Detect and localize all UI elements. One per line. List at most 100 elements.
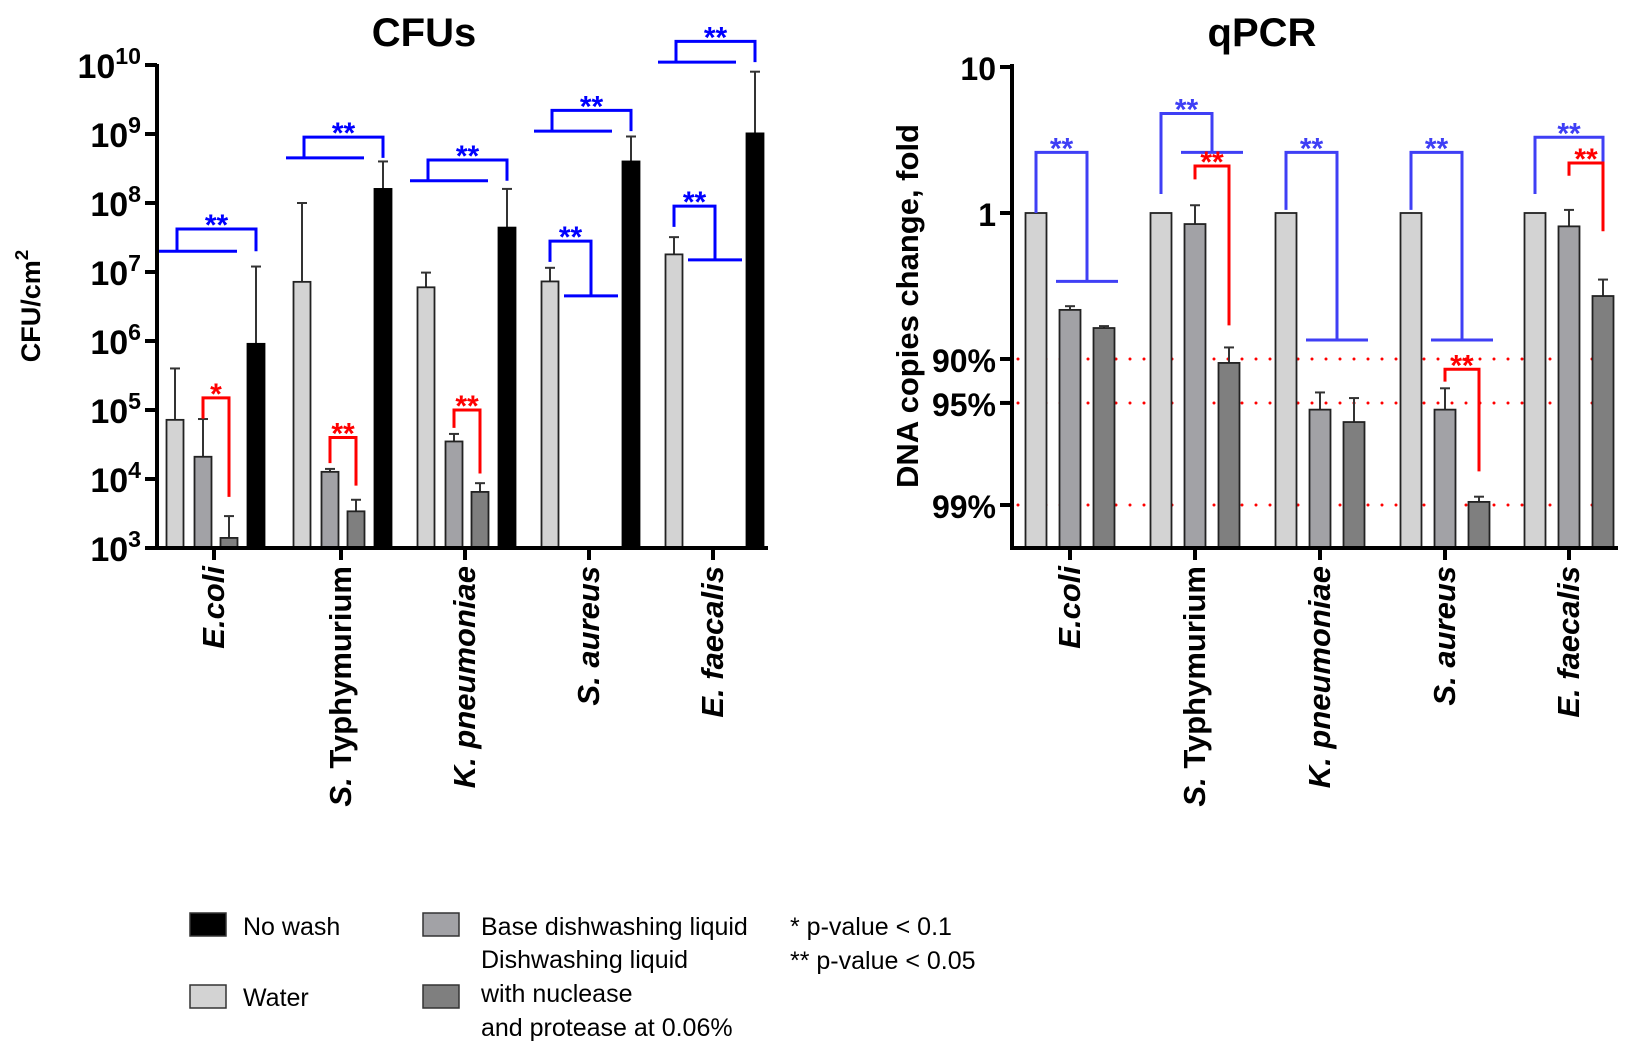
bar-water xyxy=(292,280,312,549)
legend-label-base: Base dishwashing liquid xyxy=(481,913,748,941)
legend-label-nuclease-line: with nuclease xyxy=(480,980,632,1008)
significance-label: ** xyxy=(456,140,480,173)
significance-bracket: ** xyxy=(548,221,618,298)
y-tick-base: 10 xyxy=(90,255,128,293)
y-tick-exponent: 7 xyxy=(128,250,141,276)
bar-no_wash xyxy=(745,132,765,549)
y-tick-exponent: 10 xyxy=(115,43,141,69)
significance-label: ** xyxy=(1574,143,1598,176)
significance-bracket: ** xyxy=(1193,146,1231,326)
x-tick-label: S. Typhymurium xyxy=(323,566,358,807)
significance-label: ** xyxy=(704,21,728,54)
bracket-line xyxy=(1193,164,1231,326)
bracket-line xyxy=(201,396,231,497)
significance-bracket: ** xyxy=(1567,143,1605,232)
y-tick-base: 10 xyxy=(90,462,128,500)
x-tick-label-part: E.coli xyxy=(1052,565,1087,649)
y-tick-label: 103 xyxy=(90,526,141,569)
x-tick-label-part: K. pneumoniae xyxy=(1302,566,1337,788)
x-tick-label-part: S. xyxy=(1177,769,1212,807)
legend-significance-note: ** p-value < 0.05 xyxy=(790,947,976,975)
y-tick-exponent: 5 xyxy=(128,388,141,414)
significance-bracket: ** xyxy=(328,417,358,486)
significance-label: ** xyxy=(455,390,479,423)
bar-water xyxy=(1399,212,1423,549)
x-tick-label: E.coli xyxy=(196,565,231,649)
significance-label: ** xyxy=(1450,349,1474,382)
y-tick-label: 104 xyxy=(90,457,141,500)
y-tick-label: 1010 xyxy=(77,43,141,86)
significance-label: * xyxy=(210,378,222,411)
bracket-line xyxy=(672,204,717,260)
bar-water xyxy=(1523,212,1547,549)
y-tick-label: 10 xyxy=(960,51,996,87)
x-tick-label: K. pneumoniae xyxy=(447,566,482,788)
significance-label: ** xyxy=(1175,94,1199,127)
y-tick-base: 10 xyxy=(90,186,128,224)
significance-label: ** xyxy=(1557,117,1581,150)
bar-water xyxy=(1274,212,1298,549)
x-tick-label: S. aureus xyxy=(1427,566,1462,706)
y-tick-label: 108 xyxy=(90,181,141,224)
bar-no_wash xyxy=(497,226,517,549)
y-tick-label: 99% xyxy=(932,489,996,525)
y-axis-title: CFU/cm2 xyxy=(12,250,46,363)
y-tick-label: 105 xyxy=(90,388,141,431)
y-tick-label: 106 xyxy=(90,319,141,362)
bar-water xyxy=(165,418,185,549)
y-tick-base: 10 xyxy=(90,324,128,362)
qpcr-chart: qPCR DNA copies change, fold 10 1 90% 95% 99% E… xyxy=(890,11,1618,807)
bar-no_wash xyxy=(621,160,641,549)
significance-bracket: ** xyxy=(1034,132,1118,283)
x-tick-label-part: E. faecalis xyxy=(695,566,730,718)
significance-bracket: ** xyxy=(1159,94,1243,194)
bracket-line xyxy=(175,227,258,252)
y-axis-title-superscript: 2 xyxy=(12,250,33,261)
x-tick-label-part: S. aureus xyxy=(1427,566,1462,706)
bar-nuclease xyxy=(1092,327,1116,549)
y-axis-title-text: DNA copies change, fold xyxy=(890,124,925,488)
significance-bracket: ** xyxy=(1409,132,1493,342)
significance-label: ** xyxy=(1050,132,1074,165)
significance-label: ** xyxy=(1425,132,1449,165)
significance-bracket: ** xyxy=(286,117,385,160)
y-tick-exponent: 9 xyxy=(128,112,141,138)
y-tick-base: 10 xyxy=(90,393,128,431)
legend-swatch-no_wash xyxy=(189,912,227,937)
bar-nuclease xyxy=(346,510,366,549)
bracket-line xyxy=(302,135,385,158)
bracket-line xyxy=(1034,150,1089,282)
bracket-line xyxy=(1159,112,1214,194)
bracket-line xyxy=(1567,161,1605,232)
chart-title: CFUs xyxy=(372,11,476,55)
x-tick-label-part: Typhymurium xyxy=(1177,566,1212,769)
bar-nuclease xyxy=(1467,501,1491,549)
y-tick-label: 107 xyxy=(90,250,141,293)
significance-label: ** xyxy=(580,90,604,123)
significance-label: ** xyxy=(683,186,707,219)
y-tick-label: 95% xyxy=(932,387,996,423)
x-tick-label-part: Typhymurium xyxy=(323,566,358,769)
x-tick-label-part: K. pneumoniae xyxy=(447,566,482,788)
bar-base xyxy=(1058,308,1082,549)
x-tick-label: E.coli xyxy=(1052,565,1087,649)
cfu-chart: CFUsCFU/cm21031041051061071081091010E.co… xyxy=(12,11,768,807)
bar-base xyxy=(1308,408,1332,549)
significance-label: ** xyxy=(332,117,356,150)
y-tick-base: 10 xyxy=(90,117,128,155)
y-axis-title: DNA copies change, fold xyxy=(890,124,925,488)
significance-bracket: ** xyxy=(658,21,757,64)
bar-water xyxy=(416,286,436,549)
bracket-line xyxy=(548,239,593,296)
significance-bracket: ** xyxy=(159,209,258,253)
y-tick-exponent: 8 xyxy=(128,181,141,207)
legend-swatch-water xyxy=(189,984,227,1009)
significance-bracket: * xyxy=(201,378,231,497)
bar-base xyxy=(320,470,340,549)
significance-bracket: ** xyxy=(452,390,482,474)
bracket-line xyxy=(452,408,482,474)
significance-label: ** xyxy=(331,417,355,450)
significance-bracket: ** xyxy=(534,90,633,133)
bar-nuclease xyxy=(470,491,490,549)
